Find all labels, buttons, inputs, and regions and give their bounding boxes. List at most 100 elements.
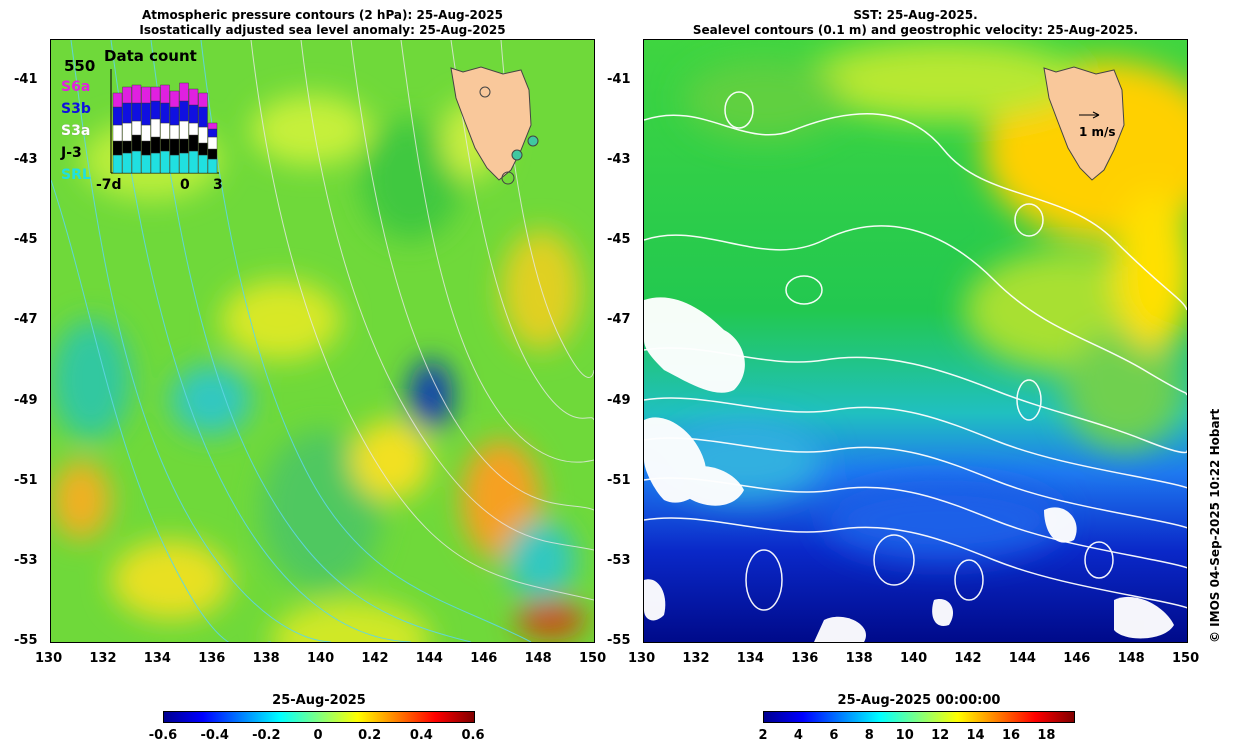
left-colorbar-title: 25-Aug-2025 <box>272 693 366 708</box>
data-count-bar-segment <box>179 82 189 102</box>
lon-label: 138 <box>845 651 873 666</box>
right-title-line2: Sealevel contours (0.1 m) and geostrophi… <box>692 23 1139 37</box>
data-count-bar-segment <box>122 102 132 124</box>
data-count-bar-segment <box>169 138 180 156</box>
lon-label: 140 <box>900 651 928 666</box>
lon-label: 134 <box>143 651 171 666</box>
mission-label-s3a: S3a <box>61 123 91 139</box>
lon-label: 140 <box>307 651 335 666</box>
data-count-bar-segment <box>169 154 180 174</box>
data-count-bar-segment <box>169 90 180 108</box>
data-count-bar-segment <box>198 154 208 174</box>
left-colorbar <box>163 711 475 723</box>
left-map-panel[interactable]: Data count 550 S6a S3b S3a J-3 SRL -7d 0 3 <box>50 39 595 643</box>
data-count-bar-segment <box>188 88 199 106</box>
data-count-bar-segment <box>169 124 180 140</box>
colorbar-tick-label: 0.4 <box>409 728 433 743</box>
data-count-bar-segment <box>150 86 161 102</box>
lon-label: 142 <box>954 651 982 666</box>
data-count-bar-segment <box>160 84 170 104</box>
colorbar-tick-label: 14 <box>966 728 985 743</box>
data-count-bar-segment <box>188 122 199 136</box>
lon-label: 150 <box>579 651 607 666</box>
lon-label: 132 <box>89 651 117 666</box>
lon-label: 148 <box>524 651 552 666</box>
data-count-bar-segment <box>150 118 161 138</box>
data-count-bar-segment <box>160 122 170 140</box>
colorbar-tick-label: 10 <box>895 728 914 743</box>
right-colorbar-title: 25-Aug-2025 00:00:00 <box>837 693 1001 708</box>
lon-label: 146 <box>470 651 498 666</box>
data-count-bar-segment <box>198 106 208 128</box>
data-count-bar-segment <box>188 104 199 124</box>
data-count-bar-segment <box>131 84 142 104</box>
data-count-bar-segment <box>198 126 208 144</box>
right-title-line1: SST: 25-Aug-2025. <box>853 8 978 22</box>
lon-label: 144 <box>415 651 443 666</box>
colorbar-tick-label: 0.6 <box>461 728 485 743</box>
inset-max-label: 550 <box>64 57 96 75</box>
data-count-bar-segment <box>179 100 189 122</box>
data-count-bar-segment <box>160 102 170 124</box>
lat-label: -49 <box>14 392 38 408</box>
data-count-bar-segment <box>150 100 161 120</box>
data-count-bar-segment <box>131 102 142 122</box>
lat-label: -55 <box>607 633 631 648</box>
colorbar-tick-label: -0.2 <box>252 728 281 743</box>
data-count-bar-segment <box>188 134 199 152</box>
right-map-panel[interactable]: 1 m/s <box>643 39 1188 643</box>
lat-label: -45 <box>14 232 38 248</box>
lon-label: 130 <box>35 651 63 666</box>
data-count-bar-segment <box>141 86 151 104</box>
lat-label: -41 <box>14 72 38 88</box>
inset-x-label-start: -7d <box>96 177 122 193</box>
data-count-bar-segment <box>131 150 142 174</box>
data-count-bar-segment <box>112 154 123 174</box>
data-count-bar-segment <box>207 122 218 130</box>
lon-label: 150 <box>1172 651 1200 666</box>
sst-map <box>644 40 1187 642</box>
imos-credit: © IMOS 04-Sep-2025 10:22 Hobart <box>1208 408 1222 643</box>
lon-label: 130 <box>628 651 656 666</box>
lat-label: -55 <box>14 633 38 648</box>
data-count-bar-segment <box>207 148 218 160</box>
lon-label: 148 <box>1117 651 1145 666</box>
lat-label: -49 <box>607 392 631 408</box>
data-count-bar-segment <box>122 122 132 142</box>
data-count-bar-segment <box>160 150 170 174</box>
lat-label: -47 <box>607 312 631 328</box>
lat-label: -43 <box>607 152 631 168</box>
lon-label: 134 <box>736 651 764 666</box>
data-count-bars <box>110 69 219 174</box>
colorbar-tick-label: 0.2 <box>358 728 382 743</box>
sea-level-anomaly-map <box>51 40 594 642</box>
right-title: SST: 25-Aug-2025. Sealevel contours (0.1… <box>643 8 1188 38</box>
lon-label: 136 <box>791 651 819 666</box>
colorbar-tick-label: 4 <box>793 728 803 743</box>
right-colorbar <box>763 711 1075 723</box>
lat-label: -45 <box>607 232 631 248</box>
data-count-bar-segment <box>179 152 189 174</box>
data-count-bar-segment <box>112 124 123 142</box>
data-count-bar-segment <box>141 140 151 156</box>
data-count-bar-segment <box>112 106 123 126</box>
data-count-bar-segment <box>207 158 218 174</box>
inset-title: Data count <box>104 47 197 65</box>
left-title: Atmospheric pressure contours (2 hPa): 2… <box>50 8 595 38</box>
data-count-bar-segment <box>188 150 199 174</box>
data-count-bar-segment <box>122 86 132 104</box>
data-count-bar-segment <box>131 120 142 136</box>
data-count-inset: Data count 550 S6a S3b S3a J-3 SRL -7d 0 3 <box>56 45 231 195</box>
left-title-line2: Isostatically adjusted sea level anomaly… <box>139 23 506 37</box>
velocity-scale-label: 1 m/s <box>1079 125 1116 139</box>
data-count-bar-segment <box>141 102 151 126</box>
colorbar-tick-label: 18 <box>1037 728 1056 743</box>
data-count-bar-segment <box>122 152 132 174</box>
data-count-bar-segment <box>169 106 180 126</box>
data-count-bar-segment <box>112 140 123 156</box>
lat-label: -51 <box>607 472 631 488</box>
lat-label: -53 <box>14 552 38 568</box>
data-count-bar-segment <box>141 124 151 142</box>
left-title-line1: Atmospheric pressure contours (2 hPa): 2… <box>142 8 503 22</box>
data-count-bar-segment <box>198 92 208 108</box>
